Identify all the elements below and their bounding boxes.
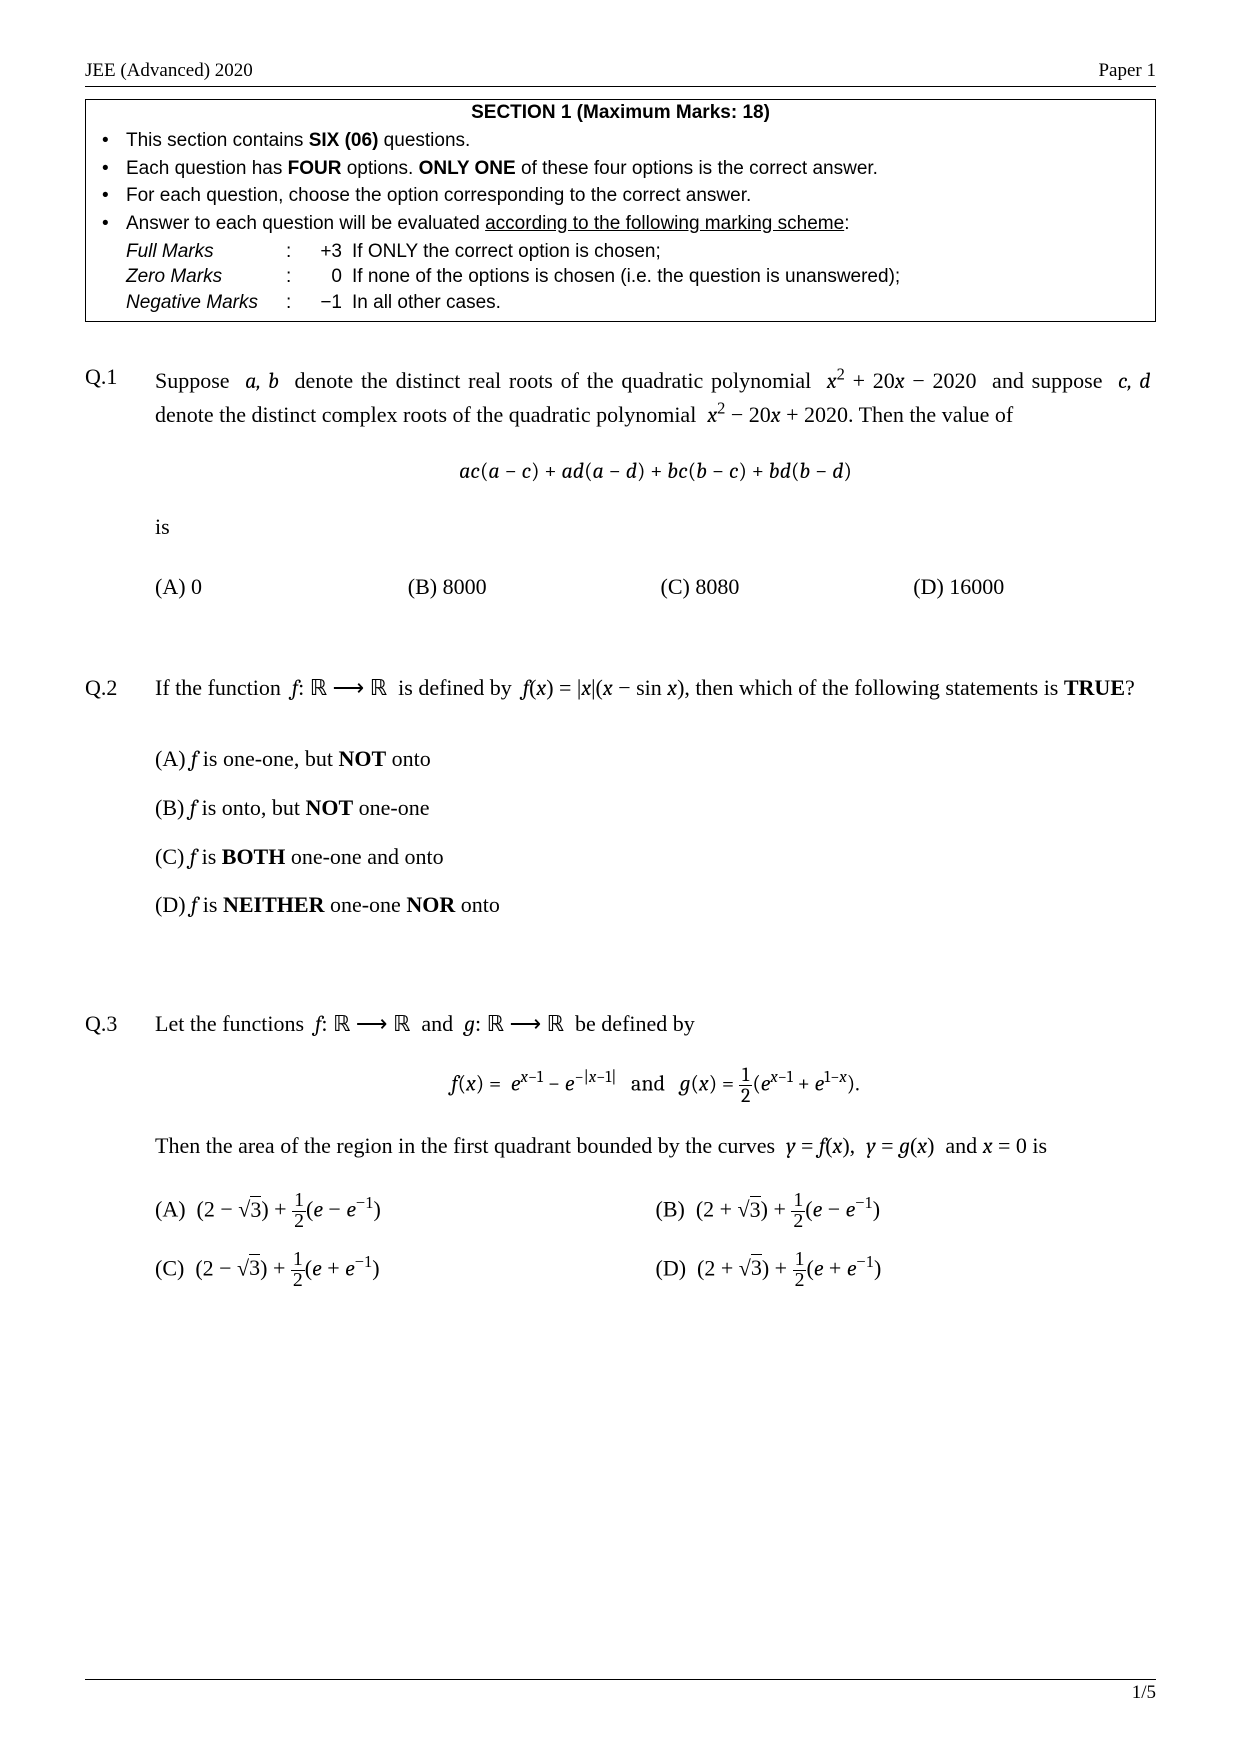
question-2: Q.2 If the function f: ℝ ⟶ ℝ is defined … xyxy=(85,673,1156,939)
instruction-bullet: This section contains SIX (06) questions… xyxy=(126,128,1147,154)
marks-label: Negative Marks xyxy=(126,290,286,316)
q1-expression: ac(a − c) + ad(a − d) + bc(b − c) + bd(b… xyxy=(155,456,1156,487)
header-right: Paper 1 xyxy=(1098,60,1156,82)
question-body: Suppose a, b denote the distinct real ro… xyxy=(155,362,1156,603)
q1-options: (A) 0 (B) 8000 (C) 8080 (D) 16000 xyxy=(155,572,1156,603)
q3-definitions: f(x) = ex−1 − e−|x−1| and g(x) = 12(ex−1… xyxy=(155,1065,1156,1106)
option-d[interactable]: (D) 16000 xyxy=(913,572,1156,603)
question-1: Q.1 Suppose a, b denote the distinct rea… xyxy=(85,362,1156,603)
marks-desc: If ONLY the correct option is chosen; xyxy=(352,239,1147,265)
marks-colon: : xyxy=(286,290,306,316)
section-instructions-box: SECTION 1 (Maximum Marks: 18) This secti… xyxy=(85,99,1156,322)
option-b[interactable]: (B) (2 + √3) + 12(e − e−1) xyxy=(656,1191,1157,1232)
marks-row: Full Marks : +3 If ONLY the correct opti… xyxy=(126,239,1147,265)
marks-value: −1 xyxy=(306,290,352,316)
option-c[interactable]: (C) (2 − √3) + 12(e + e−1) xyxy=(155,1250,656,1291)
marks-row: Zero Marks : 0 If none of the options is… xyxy=(126,264,1147,290)
q3-options: (A) (2 − √3) + 12(e − e−1) (B) (2 + √3) … xyxy=(155,1191,1156,1290)
option-d[interactable]: (D) (2 + √3) + 12(e + e−1) xyxy=(656,1250,1157,1291)
q1-is: is xyxy=(155,512,1156,543)
marks-row: Negative Marks : −1 In all other cases. xyxy=(126,290,1147,316)
page-number: 1/5 xyxy=(1132,1682,1156,1703)
section-title: SECTION 1 (Maximum Marks: 18) xyxy=(86,100,1155,126)
question-body: If the function f: ℝ ⟶ ℝ is defined by f… xyxy=(155,673,1156,939)
option-a[interactable]: (A) (2 − √3) + 12(e − e−1) xyxy=(155,1191,656,1232)
page-footer: 1/5 xyxy=(85,1679,1156,1704)
option-c[interactable]: (C) f is BOTH one-one and onto xyxy=(155,842,1156,873)
header-left: JEE (Advanced) 2020 xyxy=(85,60,253,82)
instruction-bullet: For each question, choose the option cor… xyxy=(126,183,1147,209)
question-number: Q.3 xyxy=(85,1009,155,1290)
option-a[interactable]: (A) 0 xyxy=(155,572,398,603)
marks-value: +3 xyxy=(306,239,352,265)
q2-options: (A) f is one-one, but NOT onto (B) f is … xyxy=(155,744,1156,921)
question-body: Let the functions f: ℝ ⟶ ℝ and g: ℝ ⟶ ℝ … xyxy=(155,1009,1156,1290)
marking-scheme: Full Marks : +3 If ONLY the correct opti… xyxy=(126,239,1147,316)
q1-text: Suppose a, b denote the distinct real ro… xyxy=(155,368,1156,427)
question-3: Q.3 Let the functions f: ℝ ⟶ ℝ and g: ℝ … xyxy=(85,1009,1156,1290)
q3-text1: Let the functions f: ℝ ⟶ ℝ and g: ℝ ⟶ ℝ … xyxy=(155,1011,695,1036)
page: JEE (Advanced) 2020 Paper 1 SECTION 1 (M… xyxy=(0,0,1241,1754)
marks-label: Full Marks xyxy=(126,239,286,265)
q3-text2: Then the area of the region in the first… xyxy=(155,1133,1047,1158)
option-d[interactable]: (D) f is NEITHER one-one NOR onto xyxy=(155,890,1156,921)
option-b[interactable]: (B) f is onto, but NOT one-one xyxy=(155,793,1156,824)
q2-text: If the function f: ℝ ⟶ ℝ is defined by f… xyxy=(155,675,1135,700)
instruction-bullet: Each question has FOUR options. ONLY ONE… xyxy=(126,156,1147,182)
option-c[interactable]: (C) 8080 xyxy=(661,572,904,603)
marks-colon: : xyxy=(286,264,306,290)
section-body: This section contains SIX (06) questions… xyxy=(86,128,1155,321)
question-number: Q.2 xyxy=(85,673,155,939)
page-header: JEE (Advanced) 2020 Paper 1 xyxy=(85,60,1156,87)
marks-desc: In all other cases. xyxy=(352,290,1147,316)
marks-value: 0 xyxy=(306,264,352,290)
marks-label: Zero Marks xyxy=(126,264,286,290)
instruction-bullet: Answer to each question will be evaluate… xyxy=(126,211,1147,237)
marks-colon: : xyxy=(286,239,306,265)
question-number: Q.1 xyxy=(85,362,155,603)
marks-desc: If none of the options is chosen (i.e. t… xyxy=(352,264,1147,290)
option-a[interactable]: (A) f is one-one, but NOT onto xyxy=(155,744,1156,775)
option-b[interactable]: (B) 8000 xyxy=(408,572,651,603)
